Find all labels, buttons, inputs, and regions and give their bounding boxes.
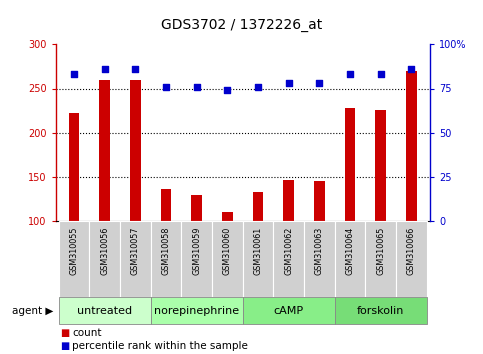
Bar <box>304 221 335 297</box>
Bar <box>396 221 427 297</box>
Bar <box>69 113 79 221</box>
Bar <box>191 195 202 221</box>
Point <box>315 80 323 86</box>
Bar <box>366 221 396 297</box>
Bar <box>58 221 89 297</box>
Bar <box>120 221 151 297</box>
Bar <box>375 110 386 221</box>
Bar <box>151 297 243 324</box>
Text: percentile rank within the sample: percentile rank within the sample <box>72 341 248 351</box>
Text: GSM310055: GSM310055 <box>70 227 78 275</box>
Text: GSM310064: GSM310064 <box>346 227 355 275</box>
Point <box>346 72 354 77</box>
Bar <box>151 221 181 297</box>
Bar <box>89 221 120 297</box>
Text: untreated: untreated <box>77 306 132 316</box>
Point <box>285 80 293 86</box>
Point <box>101 66 109 72</box>
Bar <box>99 80 110 221</box>
Bar <box>181 221 212 297</box>
Text: GSM310061: GSM310061 <box>254 227 263 275</box>
Text: GSM310059: GSM310059 <box>192 227 201 275</box>
Point <box>131 66 139 72</box>
Point <box>224 87 231 93</box>
Text: GSM310060: GSM310060 <box>223 227 232 275</box>
Bar <box>58 297 151 324</box>
Text: GSM310057: GSM310057 <box>131 227 140 275</box>
Bar <box>222 212 233 221</box>
Bar <box>335 221 366 297</box>
Text: ■: ■ <box>60 328 70 338</box>
Text: GSM310065: GSM310065 <box>376 227 385 275</box>
Text: GSM310066: GSM310066 <box>407 227 416 275</box>
Bar <box>130 80 141 221</box>
Text: cAMP: cAMP <box>274 306 304 316</box>
Bar <box>243 221 273 297</box>
Text: ■: ■ <box>60 341 70 351</box>
Point <box>408 66 415 72</box>
Point <box>193 84 200 90</box>
Bar <box>406 71 417 221</box>
Bar <box>335 297 427 324</box>
Text: GSM310058: GSM310058 <box>161 227 170 275</box>
Text: GDS3702 / 1372226_at: GDS3702 / 1372226_at <box>161 18 322 32</box>
Text: GSM310056: GSM310056 <box>100 227 109 275</box>
Bar <box>284 180 294 221</box>
Point <box>70 72 78 77</box>
Bar <box>345 108 355 221</box>
Bar <box>161 189 171 221</box>
Bar <box>273 221 304 297</box>
Bar <box>212 221 243 297</box>
Text: forskolin: forskolin <box>357 306 404 316</box>
Text: GSM310062: GSM310062 <box>284 227 293 275</box>
Text: norepinephrine: norepinephrine <box>154 306 239 316</box>
Bar <box>253 192 263 221</box>
Text: agent ▶: agent ▶ <box>12 306 53 316</box>
Point <box>254 84 262 90</box>
Bar <box>314 181 325 221</box>
Point <box>377 72 384 77</box>
Text: GSM310063: GSM310063 <box>315 227 324 275</box>
Point <box>162 84 170 90</box>
Bar <box>243 297 335 324</box>
Text: count: count <box>72 328 102 338</box>
